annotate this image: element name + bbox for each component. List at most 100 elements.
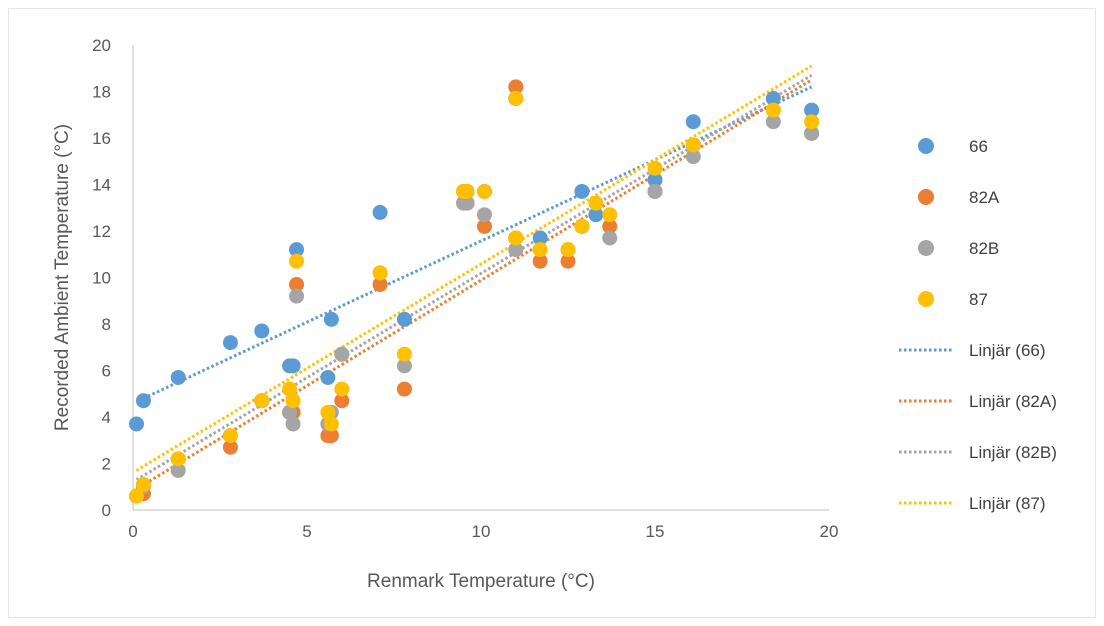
point-series-87 bbox=[647, 160, 663, 176]
axes bbox=[132, 45, 829, 511]
point-series-87 bbox=[222, 428, 238, 444]
point-series-82A bbox=[396, 381, 412, 397]
data-points bbox=[128, 79, 820, 504]
point-series-87 bbox=[804, 114, 820, 130]
point-series-66 bbox=[588, 207, 604, 223]
point-series-66 bbox=[135, 393, 151, 409]
point-series-66 bbox=[804, 102, 820, 118]
legend-marker-87 bbox=[918, 291, 934, 307]
y-axis-title: Recorded Ambient Temperature (°C) bbox=[52, 124, 73, 431]
y-tick-label: 20 bbox=[92, 36, 111, 55]
point-series-82A bbox=[372, 276, 388, 292]
point-series-82B bbox=[476, 207, 492, 223]
point-series-87 bbox=[396, 346, 412, 362]
point-series-82B bbox=[289, 288, 305, 304]
x-tick-labels: 0 5 10 15 20 bbox=[128, 522, 838, 541]
point-series-82A bbox=[560, 253, 576, 269]
point-series-82B bbox=[170, 462, 186, 478]
point-series-66 bbox=[532, 230, 548, 246]
point-series-87 bbox=[476, 183, 492, 199]
point-series-66 bbox=[765, 90, 781, 106]
legend-label: 66 bbox=[969, 137, 988, 156]
point-series-87 bbox=[372, 265, 388, 281]
trendline-2 bbox=[135, 78, 813, 491]
point-series-82B bbox=[459, 195, 475, 211]
point-series-82A bbox=[602, 218, 618, 234]
point-series-87 bbox=[459, 183, 475, 199]
point-series-66 bbox=[320, 369, 336, 385]
x-tick-label: 15 bbox=[646, 522, 665, 541]
point-series-66 bbox=[372, 204, 388, 220]
point-series-87 bbox=[685, 137, 701, 153]
point-series-87 bbox=[282, 381, 298, 397]
x-axis-title: Renmark Temperature (°C) bbox=[367, 571, 595, 592]
point-series-82B bbox=[285, 416, 301, 432]
trendline-3 bbox=[135, 73, 813, 482]
y-tick-label: 6 bbox=[102, 362, 111, 381]
point-series-66 bbox=[254, 323, 270, 339]
point-series-87 bbox=[508, 90, 524, 106]
point-series-87 bbox=[323, 416, 339, 432]
point-series-82A bbox=[222, 439, 238, 455]
point-series-87 bbox=[135, 476, 151, 492]
point-series-87 bbox=[254, 393, 270, 409]
point-series-66 bbox=[170, 369, 186, 385]
point-series-66 bbox=[285, 358, 301, 374]
point-series-82B bbox=[396, 358, 412, 374]
point-series-66 bbox=[396, 311, 412, 327]
point-series-66 bbox=[289, 242, 305, 258]
chart-frame bbox=[8, 8, 1096, 618]
point-series-87 bbox=[320, 404, 336, 420]
point-series-87 bbox=[588, 195, 604, 211]
point-series-82B bbox=[602, 230, 618, 246]
point-series-82B bbox=[765, 114, 781, 130]
y-tick-label: 12 bbox=[92, 222, 111, 241]
y-tick-labels: 0 2 4 6 8 10 12 14 16 18 20 bbox=[92, 36, 111, 520]
point-series-82A bbox=[323, 428, 339, 444]
legend-marker-82A bbox=[918, 189, 934, 205]
point-series-82B bbox=[508, 242, 524, 258]
point-series-82A bbox=[508, 79, 524, 95]
legend-label: Linjär (82B) bbox=[969, 443, 1057, 462]
point-series-66 bbox=[685, 114, 701, 130]
legend-label: Linjär (66) bbox=[969, 341, 1046, 360]
y-tick-label: 10 bbox=[92, 269, 111, 288]
x-tick-label: 5 bbox=[302, 522, 311, 541]
legend-label: 87 bbox=[969, 290, 988, 309]
point-series-87 bbox=[560, 242, 576, 258]
point-series-82A bbox=[476, 218, 492, 234]
point-series-66 bbox=[128, 416, 144, 432]
point-series-87 bbox=[285, 393, 301, 409]
point-series-82A bbox=[532, 253, 548, 269]
point-series-66 bbox=[222, 335, 238, 351]
legend-label: Linjär (82A) bbox=[969, 392, 1057, 411]
point-series-82B bbox=[804, 125, 820, 141]
y-tick-label: 18 bbox=[92, 83, 111, 102]
point-series-82B bbox=[647, 183, 663, 199]
x-tick-label: 0 bbox=[128, 522, 137, 541]
trendlines bbox=[135, 64, 813, 491]
point-series-82A bbox=[289, 276, 305, 292]
point-series-87 bbox=[508, 230, 524, 246]
y-tick-label: 2 bbox=[102, 455, 111, 474]
point-series-87 bbox=[765, 102, 781, 118]
trendline-4 bbox=[135, 64, 813, 472]
point-series-66 bbox=[574, 183, 590, 199]
point-series-82B bbox=[334, 346, 350, 362]
y-tick-label: 0 bbox=[102, 501, 111, 520]
y-tick-label: 16 bbox=[92, 129, 111, 148]
point-series-87 bbox=[532, 242, 548, 258]
x-tick-label: 20 bbox=[820, 522, 839, 541]
point-series-66 bbox=[323, 311, 339, 327]
point-series-82B bbox=[282, 404, 298, 420]
y-tick-label: 14 bbox=[92, 176, 111, 195]
point-series-87 bbox=[128, 488, 144, 504]
legend-label: 82B bbox=[969, 239, 999, 258]
point-series-87 bbox=[170, 451, 186, 467]
point-series-87 bbox=[289, 253, 305, 269]
point-series-87 bbox=[574, 218, 590, 234]
x-tick-label: 10 bbox=[472, 522, 491, 541]
point-series-66 bbox=[647, 172, 663, 188]
y-tick-label: 8 bbox=[102, 315, 111, 334]
